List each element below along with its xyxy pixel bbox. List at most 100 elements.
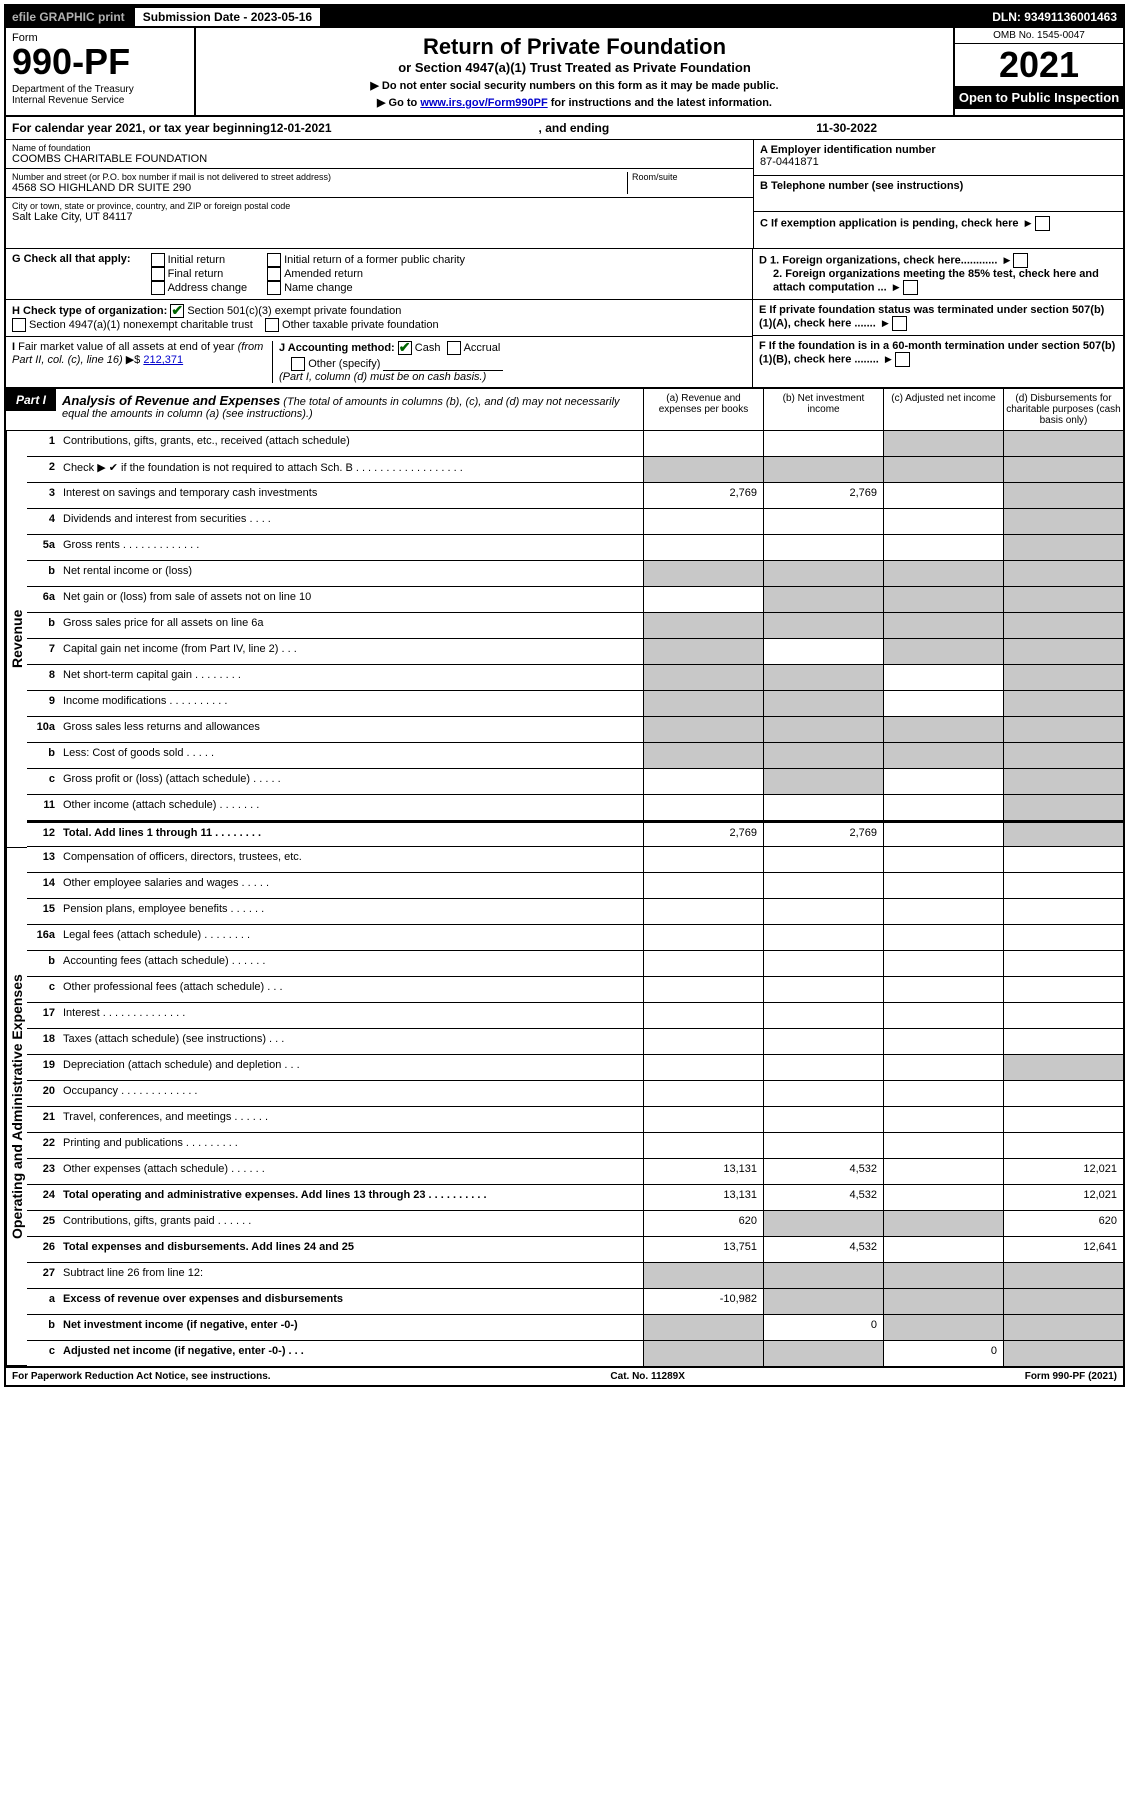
cell-col-a: 13,131 (643, 1159, 763, 1184)
note-ssn: ▶ Do not enter social security numbers o… (202, 79, 947, 92)
cell-col-a: 13,131 (643, 1185, 763, 1210)
table-row: 15Pension plans, employee benefits . . .… (27, 899, 1123, 925)
foundation-address: 4568 SO HIGHLAND DR SUITE 290 (12, 182, 627, 194)
cell-col-c (883, 1107, 1003, 1132)
d2-checkbox[interactable] (903, 280, 918, 295)
ein-label: A Employer identification number (760, 144, 1117, 156)
cell-col-a (643, 717, 763, 742)
h-501c3[interactable] (170, 304, 184, 318)
cell-col-a (643, 691, 763, 716)
c-checkbox[interactable] (1035, 216, 1050, 231)
d1-label: D 1. Foreign organizations, check here..… (759, 254, 997, 266)
j-note: (Part I, column (d) must be on cash basi… (279, 371, 486, 383)
j-other[interactable] (291, 357, 305, 371)
row-description: Total expenses and disbursements. Add li… (61, 1237, 643, 1262)
cell-col-c (883, 561, 1003, 586)
table-row: 22Printing and publications . . . . . . … (27, 1133, 1123, 1159)
g-initial-return[interactable] (151, 253, 165, 267)
form-header: Form 990-PF Department of the Treasury I… (6, 28, 1123, 117)
row-description: Gross rents . . . . . . . . . . . . . (61, 535, 643, 560)
cell-col-b (763, 691, 883, 716)
row-description: Gross sales less returns and allowances (61, 717, 643, 742)
c-label: C If exemption application is pending, c… (760, 217, 1019, 229)
cell-col-c (883, 509, 1003, 534)
cell-col-a (643, 795, 763, 820)
row-number: 5a (27, 535, 61, 560)
cell-col-dd (1003, 613, 1123, 638)
row-number: 16a (27, 925, 61, 950)
row-number: 22 (27, 1133, 61, 1158)
cell-col-c (883, 899, 1003, 924)
row-description: Total. Add lines 1 through 11 . . . . . … (61, 823, 643, 846)
row-number: b (27, 561, 61, 586)
table-row: 12Total. Add lines 1 through 11 . . . . … (27, 821, 1123, 847)
cell-col-b (763, 1133, 883, 1158)
h-4947[interactable] (12, 318, 26, 332)
h-other-taxable[interactable] (265, 318, 279, 332)
cell-col-dd (1003, 1315, 1123, 1340)
cell-col-a (643, 977, 763, 1002)
row-description: Gross profit or (loss) (attach schedule)… (61, 769, 643, 794)
irs-link[interactable]: www.irs.gov/Form990PF (420, 97, 547, 109)
row-number: 20 (27, 1081, 61, 1106)
row-number: 13 (27, 847, 61, 872)
cell-col-a (643, 1315, 763, 1340)
cell-col-dd (1003, 1029, 1123, 1054)
row-number: 25 (27, 1211, 61, 1236)
cell-col-b (763, 509, 883, 534)
row-number: 19 (27, 1055, 61, 1080)
cell-col-b: 2,769 (763, 823, 883, 846)
identification-block: Name of foundation COOMBS CHARITABLE FOU… (6, 140, 1123, 249)
cell-col-b (763, 1211, 883, 1236)
cell-col-dd (1003, 847, 1123, 872)
cell-col-b (763, 1081, 883, 1106)
cell-col-b (763, 1055, 883, 1080)
row-number: c (27, 769, 61, 794)
g-final-return[interactable] (151, 267, 165, 281)
cell-col-a (643, 743, 763, 768)
row-number: c (27, 1341, 61, 1366)
cell-col-b (763, 951, 883, 976)
row-number: 4 (27, 509, 61, 534)
cell-col-b (763, 1289, 883, 1314)
cell-col-a (643, 951, 763, 976)
foundation-city: Salt Lake City, UT 84117 (12, 211, 747, 223)
e-checkbox[interactable] (892, 316, 907, 331)
cell-col-c (883, 1029, 1003, 1054)
g-address-change[interactable] (151, 281, 165, 295)
i-value: 212,371 (143, 354, 183, 366)
cell-col-c (883, 1081, 1003, 1106)
table-row: aExcess of revenue over expenses and dis… (27, 1289, 1123, 1315)
f-checkbox[interactable] (895, 352, 910, 367)
j-cash[interactable] (398, 341, 412, 355)
footer-cat: Cat. No. 11289X (610, 1371, 684, 1382)
row-number: a (27, 1289, 61, 1314)
cell-col-a: 2,769 (643, 823, 763, 846)
j-accrual[interactable] (447, 341, 461, 355)
g-amended[interactable] (267, 267, 281, 281)
d1-checkbox[interactable] (1013, 253, 1028, 268)
note-link: ▶ Go to www.irs.gov/Form990PF for instru… (202, 96, 947, 109)
cell-col-c: 0 (883, 1341, 1003, 1366)
g-initial-former[interactable] (267, 253, 281, 267)
row-description: Contributions, gifts, grants paid . . . … (61, 1211, 643, 1236)
row-number: 15 (27, 899, 61, 924)
cell-col-c (883, 483, 1003, 508)
row-description: Net rental income or (loss) (61, 561, 643, 586)
table-row: 10aGross sales less returns and allowanc… (27, 717, 1123, 743)
cell-col-a (643, 1003, 763, 1028)
cell-col-a: -10,982 (643, 1289, 763, 1314)
row-number: 6a (27, 587, 61, 612)
row-description: Contributions, gifts, grants, etc., rece… (61, 431, 643, 456)
row-description: Depreciation (attach schedule) and deple… (61, 1055, 643, 1080)
g-name-change[interactable] (267, 281, 281, 295)
table-row: bNet rental income or (loss) (27, 561, 1123, 587)
table-row: 26Total expenses and disbursements. Add … (27, 1237, 1123, 1263)
table-row: 9Income modifications . . . . . . . . . … (27, 691, 1123, 717)
cell-col-b (763, 1107, 883, 1132)
cell-col-c (883, 457, 1003, 482)
cell-col-dd: 12,021 (1003, 1159, 1123, 1184)
cell-col-dd (1003, 873, 1123, 898)
form-number: 990-PF (12, 44, 188, 80)
submission-date: Submission Date - 2023-05-16 (135, 8, 320, 26)
